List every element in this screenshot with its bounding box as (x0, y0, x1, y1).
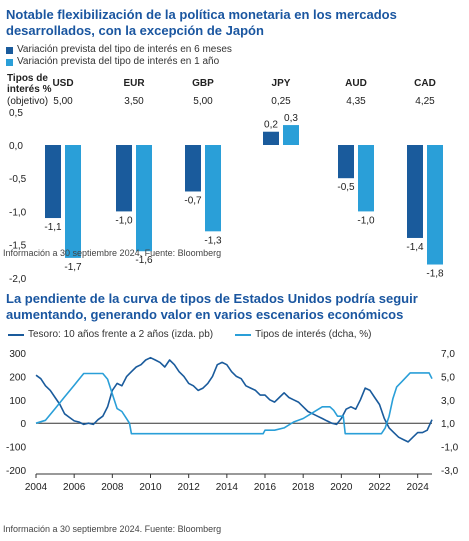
y-tick-label: -2,0 (9, 274, 27, 285)
chart1-y-axis: 0,5 0,0 -0,5 -1,0 -1,5 -2,0 (9, 108, 27, 285)
x-tick-label: 2006 (63, 482, 86, 493)
x-tick-label: 2012 (178, 482, 201, 493)
policy-rate-value: 5,00 (53, 96, 73, 107)
chart1-bar-chart: USD EUR GBP JPY AUD CAD 5,00 3,50 5,00 0,25 4,35 4… (7, 73, 444, 285)
legend-swatch-6m (6, 46, 13, 54)
chart1-title: Notable flexibilización de la política m… (6, 7, 397, 38)
chart1-legend-item-1y: Variación prevista del tipo de interés e… (6, 56, 232, 68)
category-label: USD (52, 78, 73, 89)
chart2-title: La pendiente de la curva de tipos de Est… (6, 291, 418, 322)
bar-1y (136, 145, 152, 252)
policy-header-line3: (objetivo) (7, 96, 48, 107)
x-tick-label: 2010 (139, 482, 162, 493)
policy-header-line1: Tipos de (7, 73, 48, 84)
bar-6m (338, 145, 354, 179)
chart1-policy-rates: 5,00 3,50 5,00 0,25 4,35 4,25 (53, 96, 435, 107)
y-tick-label: -1,0 (9, 207, 27, 218)
chart2-legend: Tesoro: 10 años frente a 2 años (izda. p… (8, 329, 371, 341)
data-label: -1,0 (115, 215, 133, 226)
left-tick-label: 100 (9, 396, 26, 407)
left-tick-label: 300 (9, 349, 26, 360)
series-line-rates (35, 372, 433, 435)
left-tick-label: 200 (9, 372, 26, 383)
x-tick-label: 2014 (216, 482, 239, 493)
right-tick-label: 7,0 (441, 349, 455, 360)
data-label: -1,1 (44, 222, 62, 233)
y-tick-label: 0,5 (9, 108, 23, 119)
bar-6m (407, 145, 423, 238)
policy-rate-value: 0,25 (271, 96, 291, 107)
right-tick-label: 3,0 (441, 396, 455, 407)
legend-label-6m: Variación prevista del tipo de interés e… (17, 44, 232, 55)
left-tick-label: -200 (6, 466, 26, 477)
data-label: -1,8 (426, 269, 444, 280)
chart2-legend-item-spread: Tesoro: 10 años frente a 2 años (izda. p… (8, 329, 213, 341)
bar-6m (116, 145, 132, 212)
right-tick-label: 1,0 (441, 419, 455, 430)
policy-rate-value: 4,35 (346, 96, 366, 107)
bar-6m (185, 145, 201, 192)
y-tick-label: -1,5 (9, 241, 27, 252)
data-label: -0,5 (337, 182, 355, 193)
bar-6m (45, 145, 61, 219)
data-label: 0,2 (264, 120, 278, 131)
legend-swatch-1y (6, 58, 13, 66)
x-tick-label: 2004 (25, 482, 48, 493)
category-label: EUR (123, 78, 145, 89)
data-label: -1,7 (64, 262, 82, 273)
left-tick-label: -100 (6, 443, 26, 454)
legend-line-rates (235, 334, 252, 336)
category-label: JPY (272, 78, 291, 89)
data-label: -1,3 (204, 235, 222, 246)
policy-rate-value: 5,00 (193, 96, 213, 107)
x-tick-label: 2008 (101, 482, 124, 493)
chart1-legend-item-6m: Variación prevista del tipo de interés e… (6, 44, 232, 56)
data-label: 0,3 (284, 113, 298, 124)
data-label: -1,4 (406, 242, 424, 253)
chart1-data-labels: -1,1 -1,7 -1,0 -1,6 -0,7 -1,3 0,2 0,3 -0,5 -1,0 -1… (44, 113, 444, 279)
y-tick-label: -0,5 (9, 174, 27, 185)
x-tick-label: 2016 (254, 482, 277, 493)
x-tick-label: 2022 (368, 482, 391, 493)
policy-rate-value: 4,25 (415, 96, 435, 107)
series-line-spread (35, 356, 433, 443)
chart1-category-labels: USD EUR GBP JPY AUD CAD (52, 78, 435, 89)
legend-line-spread (8, 334, 24, 336)
chart1-bars (45, 125, 443, 265)
data-label: -1,0 (357, 215, 375, 226)
policy-header-line2: interés % (7, 84, 52, 95)
chart2-left-axis: 300 200 100 0 -100 -200 (6, 349, 26, 477)
y-tick-label: 0,0 (9, 141, 23, 152)
right-tick-label: -3,0 (441, 466, 459, 477)
bar-1y (427, 145, 443, 265)
legend-label-1y: Variación prevista del tipo de interés e… (17, 56, 220, 67)
category-label: CAD (414, 78, 436, 89)
x-tick-label: 2020 (330, 482, 353, 493)
x-tick-label: 2018 (292, 482, 315, 493)
right-tick-label: 5,0 (441, 372, 455, 383)
chart2-source: Información a 30 septiembre 2024. Fuente… (3, 524, 222, 534)
bar-1y (205, 145, 221, 232)
data-label: -0,7 (184, 195, 202, 206)
category-label: AUD (345, 78, 367, 89)
policy-rate-value: 3,50 (124, 96, 144, 107)
bar-1y (65, 145, 81, 258)
x-tick-label: 2024 (407, 482, 430, 493)
left-tick-label: 0 (20, 419, 26, 430)
bar-1y (283, 125, 299, 145)
category-label: GBP (192, 78, 214, 89)
bar-6m (263, 131, 279, 145)
chart2-right-axis: 7,0 5,0 3,0 1,0 -1,0 -3,0 (441, 349, 459, 477)
legend-label-rates: Tipos de interés (dcha, %) (255, 329, 372, 340)
data-label: -1,6 (135, 255, 153, 266)
chart2-lines (35, 356, 433, 443)
legend-label-spread: Tesoro: 10 años frente a 2 años (izda. p… (28, 329, 214, 340)
chart2-legend-item-rates: Tipos de interés (dcha, %) (235, 329, 371, 341)
chart2-x-axis: 2004 2006 2008 2010 2012 2014 2016 2018 2020 2022… (25, 422, 432, 493)
chart1-source: Información a 30 septiembre 2024. Fuente… (3, 248, 222, 258)
chart1-legend: Variación prevista del tipo de interés e… (6, 44, 232, 68)
right-tick-label: -1,0 (441, 443, 459, 454)
bar-1y (358, 145, 374, 212)
